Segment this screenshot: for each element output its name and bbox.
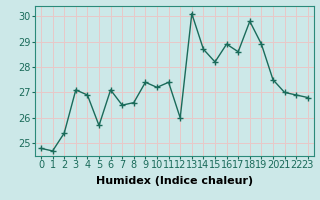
X-axis label: Humidex (Indice chaleur): Humidex (Indice chaleur) [96, 176, 253, 186]
